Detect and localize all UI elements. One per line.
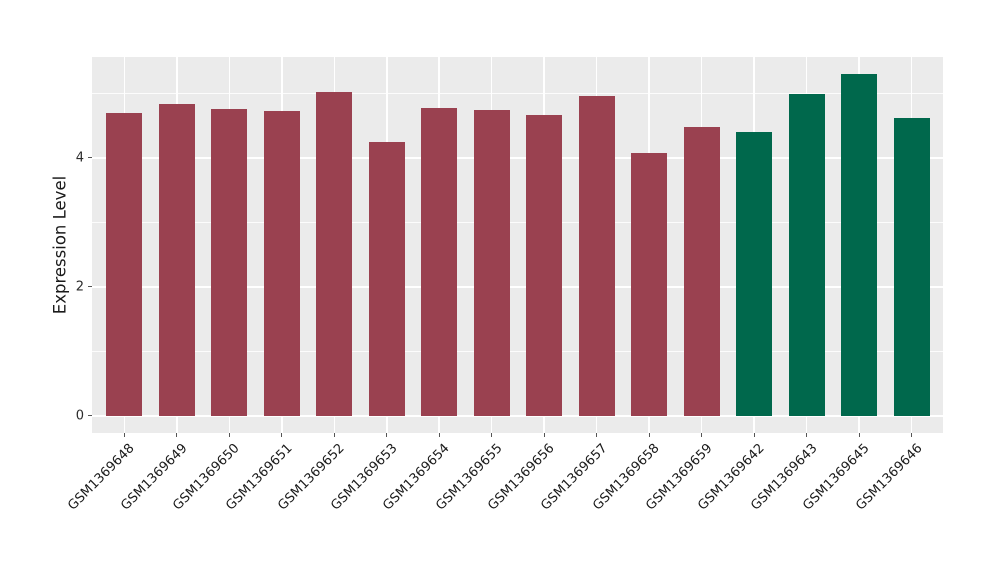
y-tick-2 bbox=[88, 286, 92, 288]
x-tick-GSM1369658 bbox=[648, 433, 650, 437]
minor-gridline-y3 bbox=[92, 221, 943, 223]
x-tick-GSM1369655 bbox=[491, 433, 493, 437]
x-tick-GSM1369645 bbox=[858, 433, 860, 437]
bar-GSM1369656 bbox=[526, 115, 563, 416]
plot-area bbox=[92, 57, 943, 433]
bar-GSM1369651 bbox=[263, 111, 300, 416]
x-tick-GSM1369659 bbox=[701, 433, 703, 437]
bar-GSM1369658 bbox=[631, 153, 668, 416]
bar-GSM1369655 bbox=[473, 109, 510, 416]
y-tick-4 bbox=[88, 157, 92, 159]
major-gridline-y4 bbox=[92, 156, 943, 159]
bar-GSM1369657 bbox=[578, 95, 615, 416]
x-tick-GSM1369653 bbox=[386, 433, 388, 437]
y-tick-label: 2 bbox=[75, 279, 84, 295]
x-tick-GSM1369656 bbox=[543, 433, 545, 437]
bar-GSM1369643 bbox=[788, 93, 825, 416]
minor-gridline-y1 bbox=[92, 350, 943, 352]
y-tick-label: 0 bbox=[75, 408, 84, 424]
bar-GSM1369645 bbox=[841, 73, 878, 416]
bar-GSM1369650 bbox=[211, 109, 248, 416]
bar-GSM1369642 bbox=[736, 131, 773, 416]
bar-GSM1369649 bbox=[158, 103, 195, 416]
major-gridline-y2 bbox=[92, 285, 943, 288]
minor-gridline-y5 bbox=[92, 92, 943, 94]
x-tick-GSM1369657 bbox=[596, 433, 598, 437]
x-tick-GSM1369652 bbox=[333, 433, 335, 437]
x-tick-GSM1369642 bbox=[753, 433, 755, 437]
x-tick-GSM1369643 bbox=[806, 433, 808, 437]
bar-GSM1369654 bbox=[421, 108, 458, 416]
y-tick-0 bbox=[88, 415, 92, 417]
x-tick-GSM1369654 bbox=[438, 433, 440, 437]
y-tick-label: 4 bbox=[75, 150, 84, 166]
bar-GSM1369652 bbox=[316, 91, 353, 416]
bar-GSM1369659 bbox=[683, 127, 720, 416]
bar-GSM1369653 bbox=[368, 141, 405, 416]
bar-GSM1369646 bbox=[893, 118, 930, 416]
bar-GSM1369648 bbox=[106, 112, 143, 416]
x-tick-GSM1369646 bbox=[911, 433, 913, 437]
x-tick-GSM1369650 bbox=[228, 433, 230, 437]
x-tick-GSM1369649 bbox=[176, 433, 178, 437]
major-gridline-y0 bbox=[92, 414, 943, 417]
x-tick-GSM1369651 bbox=[281, 433, 283, 437]
x-tick-GSM1369648 bbox=[123, 433, 125, 437]
